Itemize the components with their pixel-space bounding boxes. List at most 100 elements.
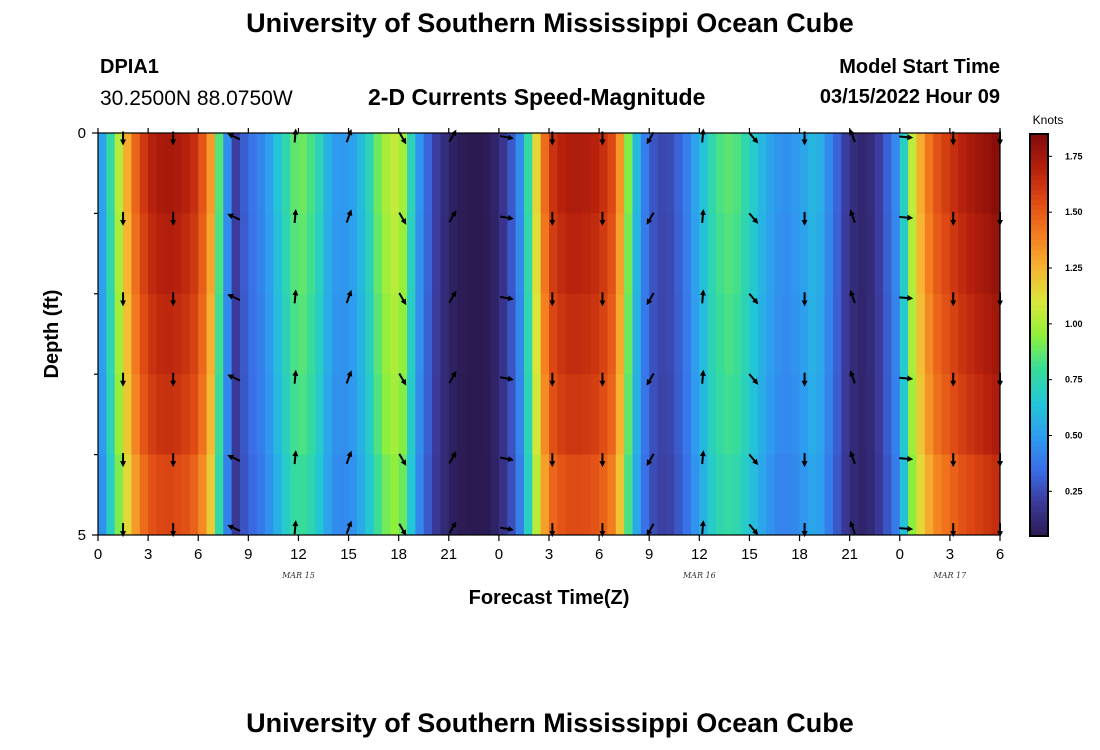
heatmap-cell [156,213,166,295]
heatmap-cell [766,213,776,295]
current-arrow [899,525,914,532]
x-tick-label: 0 [495,546,503,563]
heatmap-cell [131,213,141,295]
heatmap-cell [465,213,475,295]
heatmap-cell [974,213,984,295]
heatmap-cell [849,374,859,456]
colorbar-segment [1030,244,1048,251]
heatmap-cell [958,293,968,375]
heatmap-cell [933,213,943,295]
heatmap-cell [574,133,584,214]
heatmap-cell [448,374,458,456]
colorbar-segment [1030,465,1048,472]
colorbar-segment [1030,269,1048,276]
heatmap-cell [448,213,458,295]
colorbar-gradient [1030,134,1048,537]
current-arrow [227,524,241,532]
colorbar-segment [1030,455,1048,462]
y-tick-label: 5 [78,527,86,544]
colorbar-segment [1030,259,1048,266]
colorbar-segment [1030,309,1048,316]
heatmap-cell [482,213,492,295]
heatmap-cell [774,133,784,214]
heatmap-cell [198,293,208,375]
colorbar-segment [1030,490,1048,497]
heatmap-cell [832,293,842,375]
colorbar-segment [1030,174,1048,180]
current-arrow [499,375,514,382]
current-arrow [345,450,353,465]
heatmap-cell [98,454,107,535]
heatmap-cell [231,213,241,295]
heatmap-cell [415,213,425,295]
heatmap-cell [866,213,876,295]
heatmap-cell [340,213,350,295]
heatmap-cell [899,213,909,295]
heatmap-cell [290,374,300,456]
heatmap-cell [657,374,667,456]
colorbar-segment [1030,224,1048,231]
heatmap-cell [690,293,700,375]
heatmap-cell [599,374,609,456]
heatmap-cell [690,133,700,214]
heatmap-cell [98,133,107,214]
heatmap-cell [707,293,717,375]
heatmap-cell [340,454,350,535]
heatmap-cell [181,293,191,375]
heatmap-cell [148,293,158,375]
heatmap-cell [365,133,375,214]
heatmap-cell [331,454,341,535]
heatmap-cell [891,133,901,214]
heatmap-cell [457,374,467,456]
heatmap-cell [924,374,934,456]
colorbar-segment [1030,495,1048,502]
current-arrow [646,453,655,466]
heatmap-cell [131,133,141,214]
heatmap-cell [716,454,725,535]
heatmap-cell [448,293,458,375]
heatmap-cell [874,213,884,295]
heatmap-cell [874,133,884,214]
heatmap-cell [549,374,558,456]
heatmap-cell [214,213,224,295]
heatmap-cell [148,454,158,535]
page-title: University of Southern Mississippi Ocean… [246,8,854,38]
heatmap-cell [223,293,233,375]
heatmap-cell [273,374,283,456]
heatmap-cell [323,133,333,214]
heatmap-cell [824,374,834,456]
heatmap-cell [490,213,500,295]
heatmap-cell [590,213,600,295]
heatmap-cell [732,133,742,214]
current-arrow [398,131,407,145]
heatmap-cell [966,133,976,214]
heatmap-cell [214,454,224,535]
heatmap-cell [941,374,951,456]
heatmap-cell [949,374,959,456]
heatmap-cell [532,133,542,214]
current-arrow [499,134,514,141]
heatmap-cell [908,374,918,456]
colorbar-tick-label: 0.25 [1065,486,1083,496]
heatmap-cell [348,293,358,375]
heatmap-cell [665,213,675,295]
heatmap-cell [348,454,358,535]
heatmap-cell [941,454,951,535]
heatmap-cell [306,454,316,535]
heatmap-cell [908,293,918,375]
heatmap-cell [315,293,325,375]
heatmap-cell [590,133,600,214]
heatmap-cell [173,293,183,375]
colorbar-segment [1030,485,1048,492]
heatmap-cell [908,213,918,295]
heatmap-cell [507,374,517,456]
x-tick-label: 0 [896,546,904,563]
heatmap-cell [507,133,517,214]
heatmap-cell [883,133,893,214]
heatmap-cell [315,454,325,535]
heatmap-cell [198,133,208,214]
heatmap-cell [189,454,199,535]
heatmap-cell [816,374,826,456]
heatmap-cell [248,374,258,456]
heatmap-cell [198,374,208,456]
